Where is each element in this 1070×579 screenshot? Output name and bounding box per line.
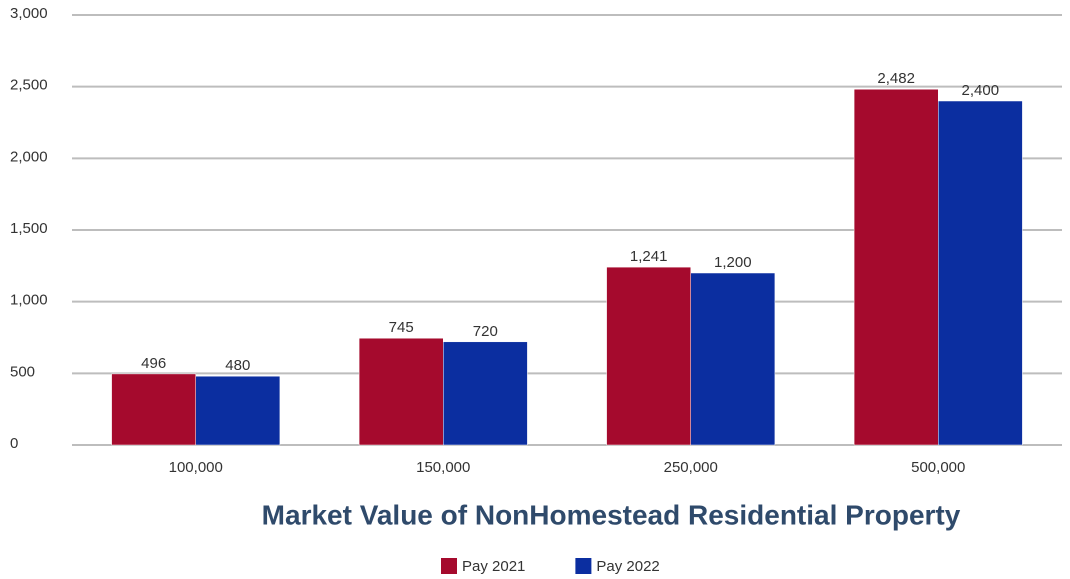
bar xyxy=(938,100,1023,446)
value-label: 745 xyxy=(389,319,414,336)
legend-swatch xyxy=(441,558,457,574)
value-label: 720 xyxy=(473,323,498,340)
bar xyxy=(195,375,281,446)
bar xyxy=(690,272,776,446)
bar xyxy=(606,266,691,446)
value-label: 2,482 xyxy=(877,70,915,87)
bar xyxy=(358,337,444,446)
value-label: 1,241 xyxy=(630,248,668,265)
legend-swatch xyxy=(575,558,592,574)
y-tick-label: 2,500 xyxy=(10,77,48,94)
y-tick-label: 0 xyxy=(10,435,18,452)
x-tick-label: 250,000 xyxy=(664,459,718,476)
legend-label: Pay 2021 xyxy=(462,558,525,575)
value-label: 1,200 xyxy=(714,254,752,271)
y-tick-label: 500 xyxy=(10,363,35,380)
y-tick-label: 1,500 xyxy=(10,220,48,237)
y-tick-label: 2,000 xyxy=(10,148,48,165)
x-tick-label: 100,000 xyxy=(169,459,223,476)
y-tick-label: 3,000 xyxy=(10,5,48,22)
value-label: 2,400 xyxy=(962,82,1000,99)
legend-label: Pay 2022 xyxy=(596,558,659,575)
x-tick-label: 500,000 xyxy=(911,459,965,476)
value-label: 480 xyxy=(225,357,250,374)
y-tick-label: 1,000 xyxy=(10,292,48,309)
chart-title: Market Value of NonHomestead Residential… xyxy=(262,499,961,530)
bar xyxy=(853,88,939,446)
bar xyxy=(111,373,196,446)
value-label: 496 xyxy=(141,355,166,372)
bar xyxy=(443,341,528,446)
x-tick-label: 150,000 xyxy=(416,459,470,476)
